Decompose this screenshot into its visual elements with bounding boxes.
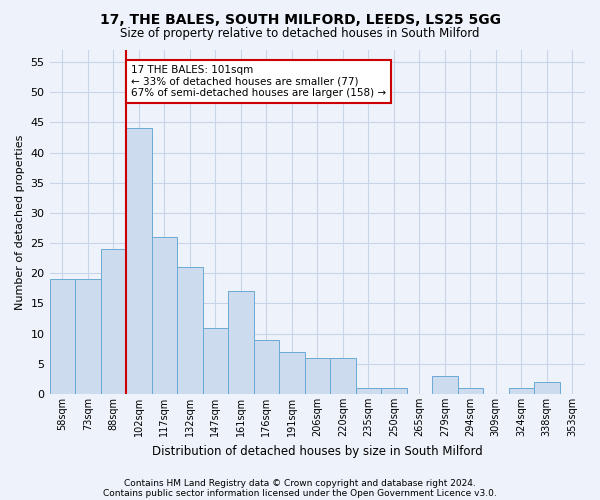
Bar: [152, 237, 177, 394]
Text: Size of property relative to detached houses in South Milford: Size of property relative to detached ho…: [120, 28, 480, 40]
Bar: [203, 328, 228, 394]
Bar: [305, 358, 330, 394]
Bar: [432, 376, 458, 394]
Text: 17, THE BALES, SOUTH MILFORD, LEEDS, LS25 5GG: 17, THE BALES, SOUTH MILFORD, LEEDS, LS2…: [100, 12, 500, 26]
Bar: [228, 292, 254, 394]
Bar: [75, 280, 101, 394]
Bar: [356, 388, 381, 394]
Bar: [126, 128, 152, 394]
Bar: [177, 268, 203, 394]
Bar: [381, 388, 407, 394]
Bar: [254, 340, 279, 394]
Text: Contains public sector information licensed under the Open Government Licence v3: Contains public sector information licen…: [103, 488, 497, 498]
Text: 17 THE BALES: 101sqm
← 33% of detached houses are smaller (77)
67% of semi-detac: 17 THE BALES: 101sqm ← 33% of detached h…: [131, 65, 386, 98]
Bar: [330, 358, 356, 394]
Bar: [50, 280, 75, 394]
X-axis label: Distribution of detached houses by size in South Milford: Distribution of detached houses by size …: [152, 444, 482, 458]
Y-axis label: Number of detached properties: Number of detached properties: [15, 134, 25, 310]
Text: Contains HM Land Registry data © Crown copyright and database right 2024.: Contains HM Land Registry data © Crown c…: [124, 478, 476, 488]
Bar: [509, 388, 534, 394]
Bar: [458, 388, 483, 394]
Bar: [279, 352, 305, 394]
Bar: [534, 382, 560, 394]
Bar: [101, 249, 126, 394]
